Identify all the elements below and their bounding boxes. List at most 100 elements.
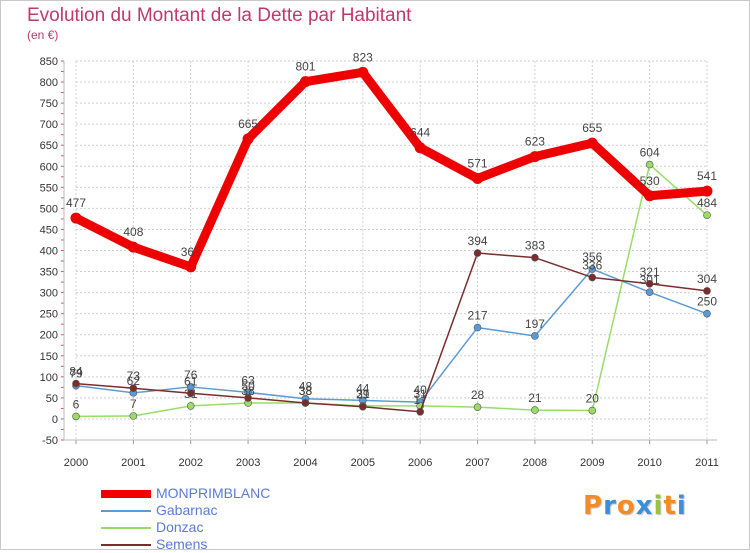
data-point-donzac: [531, 406, 539, 414]
data-label-donzac: 31: [356, 387, 370, 401]
data-label-monprimblanc: 665: [238, 117, 258, 131]
logo-letter: i: [653, 491, 664, 521]
y-tick-label: 850: [40, 56, 58, 68]
data-point-donzac: [703, 211, 711, 219]
y-tick-label: 300: [40, 288, 58, 300]
series-line-semens: [75, 252, 708, 413]
y-tick-label: 650: [40, 140, 58, 152]
y-tick-label: 400: [40, 246, 58, 258]
data-label-gabarnac: 79: [69, 367, 83, 381]
data-point-monprimblanc: [242, 133, 254, 145]
data-label-donzac: 7: [130, 397, 137, 411]
data-point-semens: [473, 249, 482, 257]
data-label-gabarnac: 40: [414, 383, 428, 397]
data-label-semens: 17: [414, 393, 428, 407]
data-label-monprimblanc: 541: [697, 169, 717, 183]
series-line-donzac: [75, 163, 708, 418]
data-point-gabarnac: [703, 309, 711, 318]
legend-label-donzac: Donzac: [156, 519, 204, 535]
x-tick-label: 2010: [637, 457, 661, 469]
data-label-monprimblanc: 571: [468, 156, 488, 170]
logo-letter: x: [635, 491, 654, 521]
data-point-semens: [645, 279, 654, 288]
y-tick-label: 600: [40, 161, 58, 173]
data-label-monprimblanc: 801: [295, 60, 315, 74]
y-tick-label: 0: [52, 414, 58, 426]
series-line-monprimblanc: [71, 67, 712, 272]
y-tick-label: 150: [40, 351, 58, 363]
data-point-semens: [72, 379, 80, 388]
data-label-donzac: 484: [697, 196, 717, 210]
data-label-semens: 84: [69, 365, 83, 379]
data-point-semens: [703, 287, 711, 295]
data-point-semens: [301, 399, 310, 407]
data-point-semens: [186, 389, 195, 398]
legend-swatch-semens: [101, 544, 151, 546]
x-tick-label: 2003: [236, 457, 260, 469]
logo-letter: i: [676, 491, 687, 521]
data-point-monprimblanc: [127, 241, 139, 253]
data-point-donzac: [645, 160, 654, 169]
data-label-semens: 383: [525, 239, 545, 253]
x-tick-label: 2011: [695, 457, 719, 469]
x-tick-label: 2000: [64, 457, 88, 469]
data-label-semens: 394: [468, 234, 488, 248]
y-tick-label: 250: [40, 309, 58, 321]
legend-swatch-monprimblanc: [101, 490, 151, 498]
data-label-monprimblanc: 823: [353, 50, 373, 64]
logo-letter: P: [583, 491, 604, 521]
y-tick-label: 550: [40, 182, 58, 194]
data-point-monprimblanc: [586, 137, 598, 149]
data-point-monprimblanc: [644, 190, 656, 202]
data-point-semens: [588, 273, 597, 282]
data-point-semens: [416, 407, 424, 416]
data-label-gabarnac: 76: [184, 368, 198, 382]
logo-letter: t: [663, 491, 677, 521]
data-label-monprimblanc: 361: [181, 245, 201, 259]
legend-swatch-gabarnac: [101, 510, 151, 512]
data-label-donzac: 28: [471, 388, 485, 402]
data-label-gabarnac: 250: [697, 295, 717, 309]
y-tick-label: 700: [40, 119, 58, 131]
data-point-semens: [129, 384, 138, 393]
data-label-gabarnac: 63: [241, 373, 255, 387]
data-label-donzac: 6: [73, 397, 80, 411]
data-label-donzac: 38: [299, 384, 313, 398]
data-point-gabarnac: [531, 332, 539, 340]
x-tick-label: 2005: [351, 457, 375, 469]
data-label-donzac: 604: [640, 146, 660, 160]
data-label-semens: 29: [356, 388, 370, 402]
data-label-semens: 50: [241, 379, 255, 393]
data-point-monprimblanc: [70, 212, 82, 224]
x-tick-label: 2004: [293, 457, 317, 469]
legend-swatch-donzac: [101, 527, 151, 529]
x-tick-label: 2001: [121, 457, 145, 469]
data-label-semens: 304: [697, 272, 717, 286]
data-label-semens: 321: [640, 265, 660, 279]
x-tick-label: 2007: [465, 457, 489, 469]
data-point-semens: [244, 394, 252, 402]
data-label-gabarnac: 356: [582, 250, 602, 264]
y-tick-label: 200: [40, 330, 58, 342]
data-point-monprimblanc: [299, 76, 311, 88]
data-label-gabarnac: 44: [356, 381, 370, 395]
data-label-monprimblanc: 623: [525, 135, 545, 149]
data-label-gabarnac: 217: [468, 309, 488, 323]
data-label-monprimblanc: 477: [66, 196, 86, 210]
y-tick-label: 500: [40, 203, 58, 215]
data-point-monprimblanc: [472, 172, 484, 184]
data-label-donzac: 31: [414, 387, 428, 401]
data-point-gabarnac: [588, 265, 597, 273]
x-tick-label: 2002: [178, 457, 202, 469]
y-tick-label: 750: [40, 98, 58, 110]
y-tick-label: 450: [40, 224, 58, 236]
x-tick-label: 2009: [580, 457, 604, 469]
data-label-gabarnac: 48: [299, 380, 313, 394]
chart-subtitle: (en €): [27, 28, 59, 42]
logo-letter: o: [616, 491, 636, 521]
proxiti-logo: Proxiti: [583, 491, 687, 521]
data-label-monprimblanc: 655: [582, 121, 602, 135]
data-label-monprimblanc: 408: [123, 225, 143, 239]
